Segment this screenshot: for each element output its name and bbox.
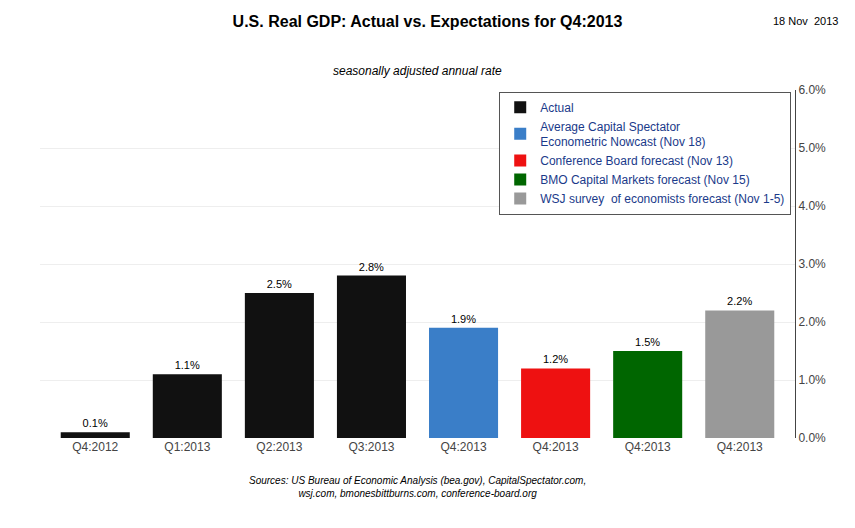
- svg-text:2.2%: 2.2%: [727, 295, 752, 307]
- svg-text:seasonally adjusted annual rat: seasonally adjusted annual rate: [333, 64, 502, 78]
- svg-text:18 Nov 2013: 18 Nov 2013: [773, 15, 838, 27]
- svg-text:2.0%: 2.0%: [798, 315, 826, 329]
- svg-text:Conference Board forecast (Nov: Conference Board forecast (Nov 13): [540, 154, 733, 168]
- svg-text:1.5%: 1.5%: [635, 336, 660, 348]
- svg-text:0.0%: 0.0%: [798, 431, 826, 445]
- svg-text:Q2:2013: Q2:2013: [256, 440, 302, 454]
- svg-text:Q4:2013: Q4:2013: [441, 440, 487, 454]
- svg-text:Q4:2013: Q4:2013: [625, 440, 671, 454]
- svg-text:Q4:2013: Q4:2013: [717, 440, 763, 454]
- svg-text:Average Capital SpectatorEcono: Average Capital SpectatorEconometric Now…: [540, 120, 705, 150]
- svg-text:0.1%: 0.1%: [83, 417, 108, 429]
- svg-text:4.0%: 4.0%: [798, 199, 826, 213]
- svg-text:1.2%: 1.2%: [543, 353, 568, 365]
- svg-text:6.0%: 6.0%: [798, 83, 826, 97]
- svg-text:2.8%: 2.8%: [359, 261, 384, 273]
- svg-text:Q4:2013: Q4:2013: [533, 440, 579, 454]
- svg-text:WSJ survey of economists fore: WSJ survey of economists forecast (Nov 1…: [540, 192, 784, 206]
- svg-text:1.1%: 1.1%: [175, 359, 200, 371]
- svg-text:5.0%: 5.0%: [798, 141, 826, 155]
- svg-text:Sources: US Bureau of Economic: Sources: US Bureau of Economic Analysis …: [249, 475, 586, 499]
- svg-text:3.0%: 3.0%: [798, 257, 826, 271]
- svg-text:Actual: Actual: [540, 101, 573, 115]
- svg-text:Q4:2012: Q4:2012: [72, 440, 118, 454]
- svg-text:1.0%: 1.0%: [798, 373, 826, 387]
- svg-text:1.9%: 1.9%: [451, 313, 476, 325]
- svg-text:2.5%: 2.5%: [267, 278, 292, 290]
- svg-text:Q1:2013: Q1:2013: [164, 440, 210, 454]
- svg-text:BMO Capital Markets forecast (: BMO Capital Markets forecast (Nov 15): [540, 173, 749, 187]
- svg-text:U.S. Real GDP: Actual vs. Expe: U.S. Real GDP: Actual vs. Expectations f…: [233, 13, 623, 30]
- svg-text:Q3:2013: Q3:2013: [348, 440, 394, 454]
